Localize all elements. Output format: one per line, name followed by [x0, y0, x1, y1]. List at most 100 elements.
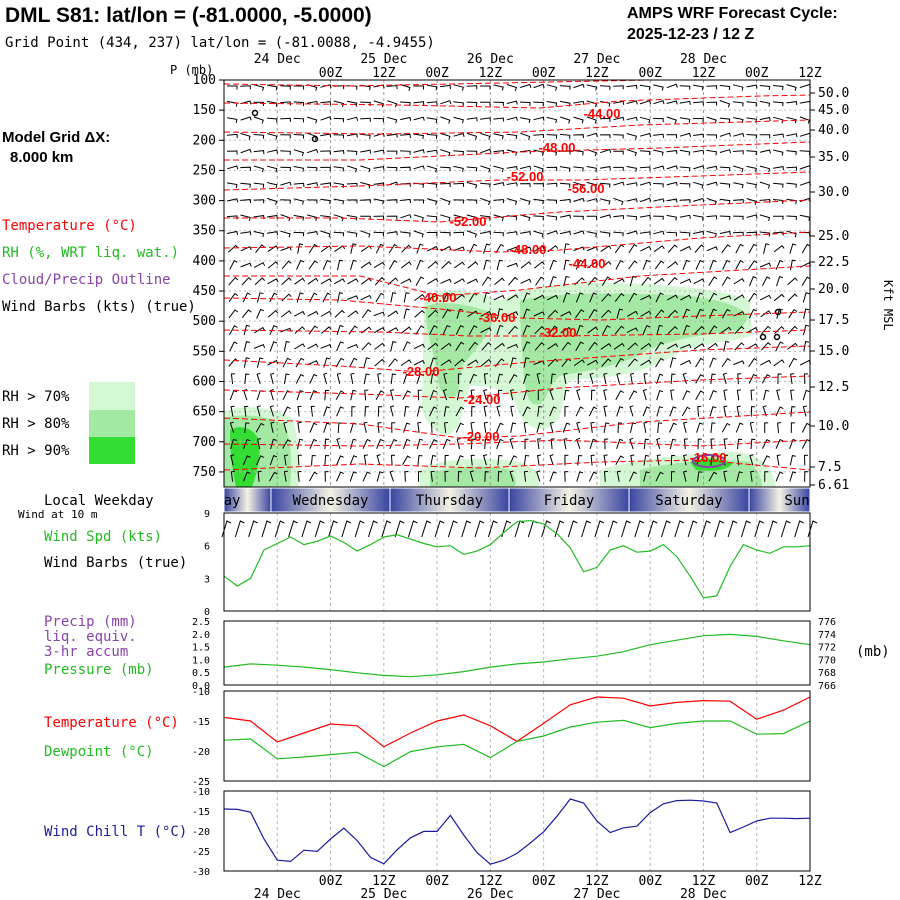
- pressure-tick-label: 400: [193, 254, 216, 269]
- wind-barb: [269, 292, 278, 303]
- wind-barb: [640, 197, 652, 203]
- wind-barb: [294, 326, 306, 334]
- wind-barb: [280, 150, 291, 155]
- wind-barb: [733, 150, 744, 155]
- wind-barb: [364, 406, 370, 417]
- temperature-label: -32.00: [540, 325, 577, 340]
- wind-barb: [495, 422, 504, 433]
- weekday-name: Thursday: [416, 493, 483, 509]
- wind-barb: [297, 405, 302, 417]
- wind-barb: [256, 389, 264, 401]
- wind-barb: [230, 438, 237, 450]
- top-date-label: 24 Dec: [254, 52, 301, 67]
- surface-wind-barb: [381, 520, 392, 538]
- wind-barb: [350, 243, 357, 254]
- wind-barb: [493, 214, 504, 222]
- wind-barb: [453, 132, 465, 138]
- wind-barb: [679, 214, 691, 219]
- wind-barb: [549, 406, 557, 417]
- wind-barb: [429, 439, 438, 449]
- wind-barb: [599, 182, 611, 188]
- wind-barb: [787, 325, 798, 335]
- wind-barb: [267, 278, 279, 285]
- wind-barb: [480, 132, 491, 140]
- height-tick-label: 6.61: [818, 478, 849, 493]
- wind-barb: [253, 182, 265, 188]
- wind-barb: [243, 340, 251, 352]
- wind-barb: [786, 101, 798, 106]
- wind-barb: [654, 309, 665, 319]
- wind-barb: [336, 324, 344, 336]
- calm-circle: [773, 333, 781, 341]
- wind-barb: [443, 372, 448, 385]
- wind-barb: [616, 470, 621, 482]
- wind-barb: [630, 454, 635, 466]
- wind-barb: [562, 292, 571, 303]
- y-tick-label: -10: [192, 787, 210, 798]
- wind-barb: [240, 166, 251, 171]
- surface-wind-barbs: [221, 520, 818, 538]
- wind-barb: [615, 455, 625, 466]
- wind-barb: [577, 373, 582, 385]
- wind-barb: [776, 454, 781, 466]
- wind-barb: [591, 389, 596, 401]
- wind-barb: [762, 405, 767, 417]
- pressure-right-tick-label: 772: [818, 643, 836, 654]
- temperature-label: -44.00: [569, 256, 606, 271]
- bottom-date-label: 24 Dec: [254, 887, 301, 900]
- wind-barb: [496, 405, 501, 417]
- temperature-label: -52.00: [450, 214, 487, 229]
- weekday-name: Saturday: [655, 493, 722, 509]
- wind-barb: [466, 181, 478, 189]
- wind-barb: [484, 471, 489, 482]
- wind-barb: [533, 165, 544, 173]
- wind-barb: [320, 230, 331, 238]
- wind-barb: [243, 324, 251, 336]
- wind-barb: [599, 85, 611, 90]
- wind-barb: [454, 358, 465, 367]
- wind-barb: [240, 100, 252, 105]
- wind-barb: [759, 85, 771, 91]
- wind-barb: [400, 182, 411, 187]
- wind-barb: [320, 84, 332, 89]
- pressure-ticks: 100 150 200 250 300 350 400 450 500 550 600 650 700 7…: [193, 73, 224, 480]
- wind-barb: [679, 100, 691, 105]
- surface-wind-barb: [687, 520, 698, 538]
- wind-barb: [375, 292, 385, 303]
- wind-barb: [483, 259, 490, 271]
- wind-barb: [400, 133, 411, 138]
- wind-barb: [506, 215, 518, 221]
- surface-wind-barb: [594, 520, 605, 538]
- wind-barb: [786, 116, 797, 124]
- wind-barb: [496, 438, 504, 450]
- wind-barb: [773, 199, 784, 204]
- wind-barb: [573, 150, 584, 156]
- bottom-time-tick-label: 00Z: [532, 874, 556, 889]
- wind-barb: [615, 260, 624, 270]
- wind-barb: [613, 166, 624, 171]
- wind-barb: [693, 278, 705, 285]
- height-tick-label: 40.0: [818, 123, 849, 138]
- wind-barb: [361, 309, 372, 319]
- wind-barb: [283, 470, 288, 482]
- wind-barb: [293, 85, 305, 90]
- temperature-label: -48.00: [510, 242, 547, 257]
- temperature-contour: [223, 79, 810, 87]
- wind-barb: [283, 341, 290, 352]
- wind-barb: [336, 406, 344, 417]
- wind-barb: [294, 277, 306, 285]
- pressure-label: Pressure (mb): [44, 662, 154, 678]
- y-tick-label: -20: [192, 747, 210, 758]
- wind-barb: [721, 276, 731, 286]
- wind-barb: [559, 182, 571, 188]
- wind-barb: [786, 84, 797, 91]
- wind-barb: [267, 309, 279, 318]
- wind-barb: [297, 454, 302, 466]
- height-ticks: 50.0 45.0 40.0 35.0 30.0 25.0 22.5 20.0 17.5 15.0…: [810, 86, 849, 493]
- wind-barb: [349, 357, 358, 368]
- wind-barb-field: [226, 83, 812, 482]
- wind-barb: [603, 389, 608, 401]
- wind-barb: [266, 84, 278, 91]
- height-tick-label: 7.5: [818, 460, 841, 475]
- wind-barb: [377, 406, 383, 417]
